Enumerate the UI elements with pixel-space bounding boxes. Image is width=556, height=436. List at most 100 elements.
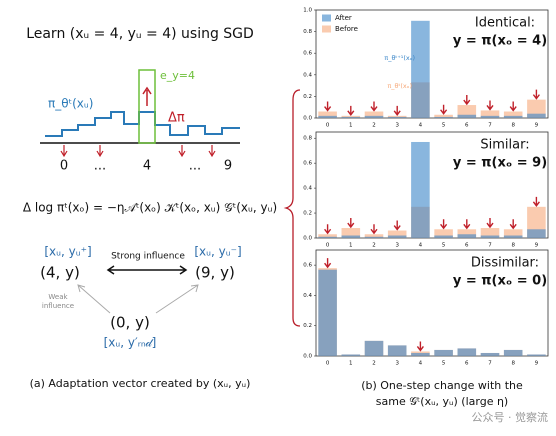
bar [503, 111, 523, 118]
change-arrow [370, 224, 378, 235]
annotation: π_θᵗ(xₒ) [387, 82, 412, 90]
onehot-box [138, 69, 156, 144]
bar [411, 20, 430, 118]
y-tick-label: 0.2 [303, 323, 312, 329]
bar [411, 352, 430, 356]
strong-label: Strong influence [111, 252, 185, 262]
bar [387, 116, 407, 118]
x-tick-label: 2 [372, 243, 376, 249]
bar [318, 236, 337, 238]
caption-b: same 𝒢ᵗ(xᵤ, yᵤ) (large η) [376, 395, 508, 408]
bar [387, 345, 407, 356]
x-tick-label: 6 [465, 123, 469, 129]
change-arrow [486, 100, 494, 111]
node: (4, y) [40, 264, 80, 282]
bar [411, 141, 430, 238]
x-tick-label: 0 [326, 243, 330, 249]
change-arrow [393, 105, 401, 117]
y-tick-label: 0.6 [303, 161, 312, 167]
bar [527, 354, 546, 356]
change-arrow [347, 218, 355, 229]
node-tag: [xᵤ, yᵤ⁻] [194, 245, 241, 259]
legend-label: Before [335, 25, 358, 33]
caption-a: (a) Adaptation vector created by (xᵤ, yᵤ… [30, 377, 251, 390]
x-tick-label: 1 [349, 243, 353, 249]
y-tick-label: 0.2 [303, 211, 312, 217]
change-arrow [324, 258, 332, 269]
change-arrow [370, 101, 378, 112]
x-tick-label: 8 [511, 243, 515, 249]
x-tick-label: 9 [535, 123, 539, 129]
distribution-line [45, 111, 240, 137]
annotation: π_θᵗ⁺¹(xₒ) [384, 54, 415, 62]
x-tick-label: 4 [419, 361, 423, 367]
bar [503, 349, 523, 356]
y-tick-label: 0.0 [303, 116, 312, 122]
axis-label: 4 [143, 159, 151, 174]
change-arrow [324, 224, 332, 235]
node-tag: [xᵤ, yᵤ⁺] [44, 245, 91, 259]
chart-subtitle: y = π(xₒ = 4) [453, 34, 547, 49]
bar [364, 236, 384, 238]
y-tick-label: 0.8 [303, 29, 312, 35]
bar [527, 113, 546, 118]
bar [434, 114, 453, 118]
bar [480, 235, 500, 238]
bar [341, 354, 361, 356]
y-tick-label: 0.4 [303, 293, 312, 299]
axis-label: ... [189, 159, 201, 174]
change-arrow [393, 220, 401, 231]
bar [457, 114, 477, 118]
chart-title: Dissimilar: [471, 256, 539, 271]
x-tick-label: 2 [372, 123, 376, 129]
plot-frame [315, 131, 549, 239]
change-arrow [509, 219, 517, 230]
bar [503, 235, 523, 238]
left-title: Learn (xᵤ = 4, yᵤ = 4) using SGD [26, 26, 254, 42]
chart-title: Similar: [480, 138, 529, 153]
watermark: 公众号 · 觉察流 [472, 410, 549, 424]
legend-swatch [322, 14, 331, 22]
x-tick-label: 4 [419, 123, 423, 129]
x-tick-label: 0 [326, 123, 330, 129]
bar [364, 234, 384, 238]
bar [527, 99, 546, 118]
bar [434, 229, 453, 238]
x-tick-label: 9 [535, 361, 539, 367]
node: (0, y) [110, 314, 150, 332]
strong-arrow [106, 265, 188, 275]
bar [318, 234, 337, 238]
x-tick-label: 5 [442, 361, 446, 367]
bar [364, 111, 384, 118]
x-tick-label: 6 [465, 243, 469, 249]
brace [283, 89, 301, 327]
change-arrow [463, 95, 471, 106]
plot-frame [315, 249, 549, 357]
prob-label: π_θᵗ(xᵤ) [48, 97, 93, 111]
up-arrow [142, 86, 152, 106]
x-tick-label: 4 [419, 243, 423, 249]
x-tick-label: 8 [511, 361, 515, 367]
equation: Δ log πᵗ(xₒ) = −η𝒜ᵗ(xₒ) 𝒦ᵗ(xₒ, xᵤ) 𝒢ᵗ(xᵤ… [23, 201, 277, 215]
bar [434, 116, 453, 118]
bar [480, 115, 500, 118]
bar [480, 228, 500, 238]
bar [503, 115, 523, 118]
caption-b: (b) One-step change with the [361, 379, 523, 392]
delta-label: Δπ [168, 111, 185, 126]
bar [457, 348, 477, 356]
y-tick-label: 0.0 [303, 354, 312, 360]
axis-label: ... [94, 159, 106, 174]
change-arrow [486, 218, 494, 229]
axis-label: 9 [224, 159, 232, 174]
x-tick-label: 5 [442, 243, 446, 249]
bar [480, 110, 500, 118]
node-tag: [xᵤ, y′ᵣₙ𝒹] [104, 336, 157, 350]
bar [364, 115, 384, 118]
x-tick-label: 7 [488, 243, 492, 249]
legend-swatch [322, 25, 331, 33]
bar [434, 235, 453, 238]
x-tick-label: 2 [372, 361, 376, 367]
x-tick-label: 9 [535, 243, 539, 249]
